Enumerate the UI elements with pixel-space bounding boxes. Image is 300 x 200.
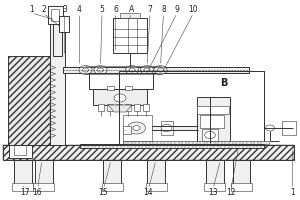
Text: 3: 3 [62,5,67,14]
Text: 16: 16 [33,188,42,197]
Bar [58,16,69,32]
Bar [146,183,167,191]
Text: 9: 9 [175,5,179,14]
Bar [152,126,198,130]
Circle shape [133,126,140,130]
Bar [9,138,32,158]
Bar [231,183,252,191]
Bar [123,141,268,144]
Circle shape [144,68,150,72]
Text: 8: 8 [161,5,166,14]
Bar [33,183,54,191]
Bar [197,106,229,114]
Bar [80,144,264,148]
Bar [112,18,147,53]
Circle shape [128,122,146,134]
Text: 7: 7 [148,5,152,14]
Bar [123,115,152,141]
Bar [134,104,140,111]
Text: 6: 6 [113,5,118,14]
Bar [51,9,59,21]
Circle shape [79,66,92,74]
Circle shape [154,66,167,74]
Bar [98,104,104,111]
Bar [14,142,26,155]
Bar [123,126,130,134]
Bar [206,160,224,184]
Circle shape [140,66,154,74]
Circle shape [114,94,126,102]
Bar [93,89,147,105]
Bar [142,104,149,111]
Bar [118,71,264,145]
Bar [282,121,296,135]
Bar [116,104,122,111]
Bar [102,183,123,191]
Circle shape [158,68,164,72]
Text: 2: 2 [41,5,46,14]
Bar [3,145,294,160]
Circle shape [129,68,135,72]
Bar [160,121,172,135]
Bar [118,71,264,145]
Bar [34,160,52,184]
Bar [106,104,113,111]
Text: 5: 5 [100,5,104,14]
Text: 17: 17 [21,188,30,197]
Bar [12,183,33,191]
Text: 1: 1 [29,5,34,14]
Bar [200,115,224,128]
Bar [124,104,131,111]
Bar [48,6,63,24]
Polygon shape [108,105,132,112]
Circle shape [125,66,139,74]
Bar [88,73,153,89]
Bar [232,160,250,184]
Circle shape [205,131,215,139]
Bar [204,183,225,191]
Circle shape [266,125,274,131]
Bar [147,160,165,184]
Bar [124,86,132,90]
Text: 12: 12 [226,188,236,197]
Bar [50,17,64,145]
Text: 13: 13 [208,188,218,197]
Circle shape [82,68,88,72]
Bar [3,145,294,160]
Bar [106,86,114,90]
Text: 10: 10 [189,5,198,14]
Text: 1: 1 [290,188,295,197]
Circle shape [94,66,107,74]
Bar [63,67,249,73]
Bar [196,97,230,143]
Circle shape [98,68,103,72]
Text: 15: 15 [99,188,108,197]
Text: 4: 4 [77,5,82,14]
Text: A: A [129,5,135,14]
Bar [120,13,140,18]
Bar [14,160,32,184]
Bar [52,16,62,56]
Polygon shape [8,56,63,145]
Circle shape [161,124,172,132]
Text: 14: 14 [144,188,153,197]
Bar [202,129,218,141]
Bar [103,160,122,184]
Text: B: B [220,78,228,88]
